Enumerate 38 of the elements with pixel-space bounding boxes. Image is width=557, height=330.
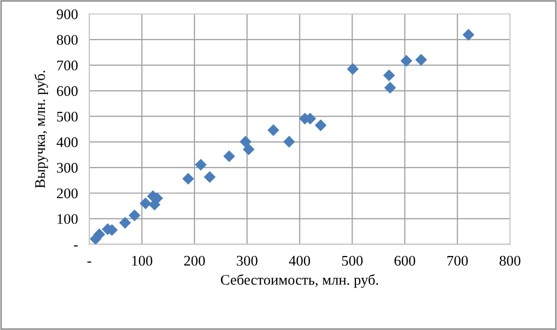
point [140, 197, 152, 210]
y-tick-label: 600 [56, 86, 78, 96]
x-tick-label: 400 [288, 256, 310, 266]
x-axis-title: Себестоимость, млн. руб. [220, 274, 378, 288]
point [400, 54, 412, 67]
x-tick-label: 300 [236, 256, 258, 266]
y-tick-label: 500 [57, 112, 78, 122]
point [267, 124, 280, 136]
y-tick-label: 900 [56, 9, 78, 20]
point [283, 136, 296, 148]
point [415, 54, 428, 66]
y-tick-label: 200 [56, 188, 78, 198]
point [128, 209, 140, 222]
y-tick-label: 300 [57, 162, 78, 173]
y-tick-label: - [74, 245, 78, 246]
x-tick-label: 700 [447, 256, 468, 266]
x-tick-label: 800 [500, 256, 520, 266]
point [194, 158, 207, 171]
point [240, 136, 252, 148]
point [462, 28, 474, 41]
point [119, 216, 131, 229]
point [314, 119, 327, 132]
point [242, 143, 255, 156]
x-tick-label: 600 [394, 256, 416, 266]
y-tick-label: 800 [56, 34, 78, 45]
y-axis-title: Выручка, млн. руб. [34, 70, 48, 188]
point [182, 172, 194, 185]
point [223, 150, 236, 162]
x-tick-label: 500 [342, 256, 363, 266]
point [204, 171, 216, 183]
point [346, 63, 359, 75]
x-tick-label: 200 [184, 256, 205, 266]
point [384, 82, 396, 94]
x-tick-label: 100 [132, 256, 152, 266]
y-tick-label: 100 [58, 214, 78, 224]
y-tick-label: 400 [56, 137, 78, 148]
y-tick-label: 700 [57, 60, 78, 70]
point [383, 70, 395, 82]
